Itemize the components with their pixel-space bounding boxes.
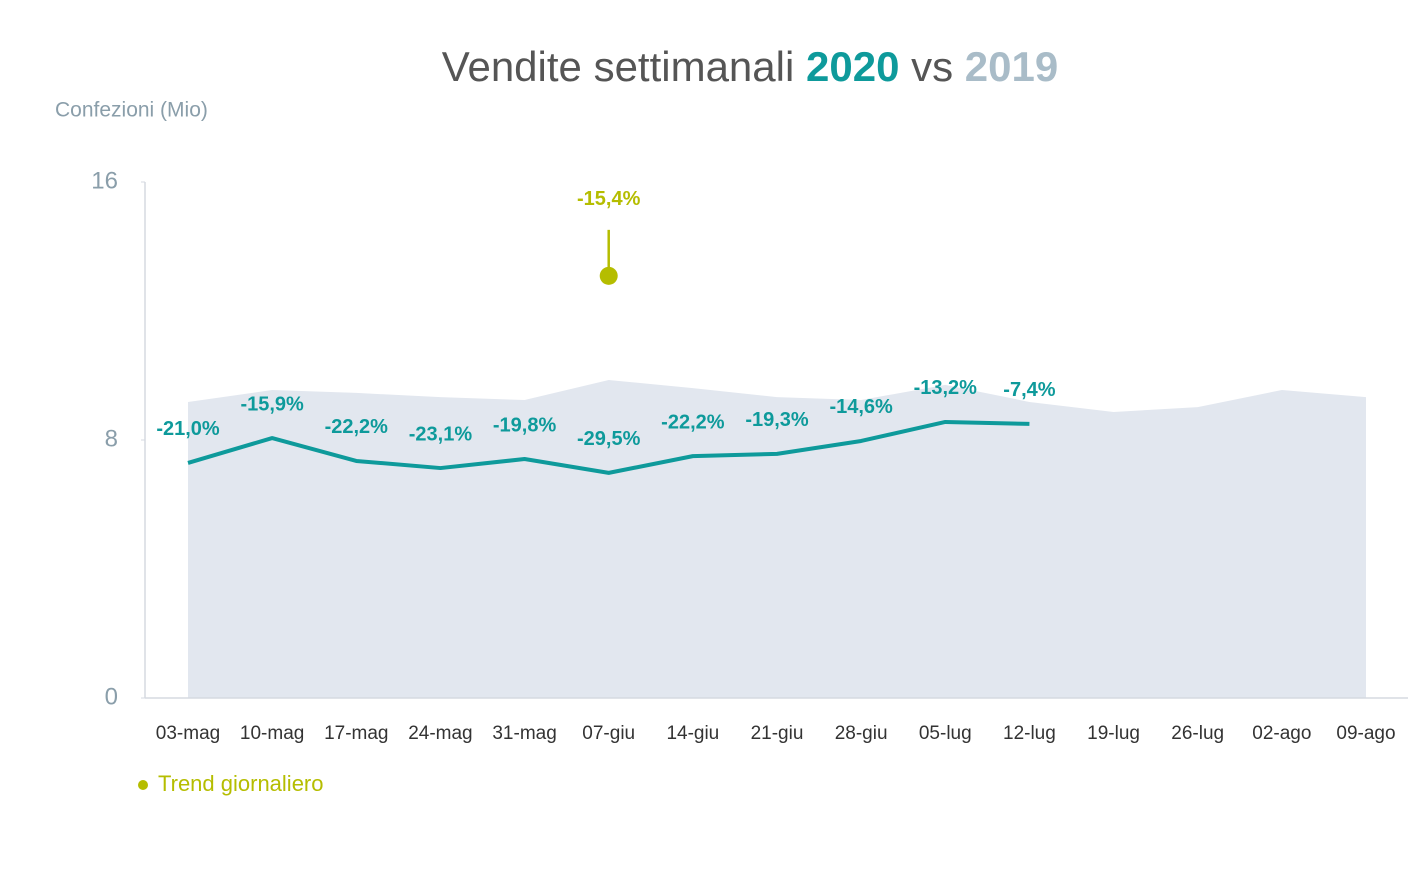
trend-label: -15,4% (577, 188, 641, 210)
title-connector: vs (911, 43, 953, 90)
x-tick-label: 17-mag (324, 723, 388, 744)
x-tick-label: 19-lug (1087, 723, 1140, 744)
data-label: -13,2% (914, 377, 978, 399)
x-tick-label: 10-mag (240, 723, 304, 744)
data-label: -22,2% (325, 416, 389, 438)
data-label: -19,8% (493, 414, 557, 436)
x-tick-label: 03-mag (156, 723, 220, 744)
title-text: Vendite settimanali (442, 43, 795, 90)
trend-point (599, 266, 618, 285)
data-label: -14,6% (829, 396, 893, 418)
y-axis-label: Confezioni (Mio) (55, 99, 208, 122)
y-tick-label: 0 (105, 683, 118, 710)
line-2020 (187, 419, 1030, 475)
data-label: -29,5% (577, 428, 641, 450)
data-label: -15,9% (240, 393, 304, 415)
x-tick-label: 07-giu (582, 723, 635, 744)
x-tick-label: 02-ago (1252, 723, 1311, 744)
area-2019 (188, 380, 1366, 698)
data-label: -22,2% (661, 411, 725, 433)
x-tick-label: 31-mag (492, 723, 556, 744)
legend-label: Trend giornaliero (158, 771, 324, 796)
x-tick-label: 09-ago (1336, 723, 1395, 744)
x-tick-label: 21-giu (751, 723, 804, 744)
chart-title: Vendite settimanali 2020 vs 2019 (442, 43, 1058, 90)
data-label: -23,1% (409, 423, 473, 445)
y-tick-label: 8 (105, 425, 118, 452)
data-label: -19,3% (745, 409, 809, 431)
data-label: -21,0% (156, 418, 220, 440)
x-tick-label: 12-lug (1003, 723, 1056, 744)
x-tick-label: 05-lug (919, 723, 972, 744)
title-series-2019: 2019 (965, 43, 1058, 90)
x-tick-label: 26-lug (1171, 723, 1224, 744)
x-tick-label: 28-giu (835, 723, 888, 744)
legend-marker (138, 780, 148, 790)
data-label: -7,4% (1003, 379, 1055, 401)
y-tick-label: 16 (91, 167, 118, 194)
x-tick-label: 24-mag (408, 723, 472, 744)
title-series-2020: 2020 (806, 43, 899, 90)
x-tick-label: 14-giu (666, 723, 719, 744)
